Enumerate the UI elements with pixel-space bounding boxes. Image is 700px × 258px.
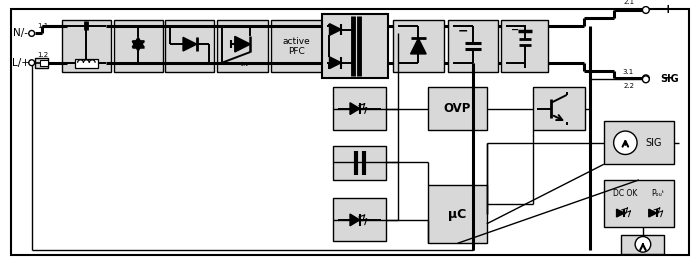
Bar bbox=[271, 20, 322, 72]
Polygon shape bbox=[330, 24, 341, 35]
Polygon shape bbox=[410, 38, 426, 54]
Text: 3.1: 3.1 bbox=[622, 69, 634, 75]
Text: Pₒᵤᵗ: Pₒᵤᵗ bbox=[651, 189, 664, 198]
Bar bbox=[217, 20, 268, 72]
Polygon shape bbox=[234, 36, 251, 52]
Text: μC: μC bbox=[448, 207, 466, 221]
Circle shape bbox=[29, 60, 34, 66]
Bar bbox=[113, 20, 162, 72]
Text: 2.2: 2.2 bbox=[624, 83, 634, 89]
Polygon shape bbox=[350, 214, 360, 226]
Text: 1.2: 1.2 bbox=[38, 52, 49, 58]
Text: active: active bbox=[282, 37, 310, 46]
Text: −: − bbox=[511, 25, 519, 35]
Polygon shape bbox=[132, 37, 144, 47]
Bar bbox=[501, 20, 548, 72]
Text: −: − bbox=[662, 72, 673, 85]
Bar bbox=[333, 87, 386, 130]
Bar bbox=[533, 87, 585, 130]
Circle shape bbox=[29, 30, 34, 36]
Polygon shape bbox=[132, 41, 144, 51]
Polygon shape bbox=[183, 37, 197, 51]
Text: 2.1: 2.1 bbox=[624, 0, 634, 5]
Circle shape bbox=[643, 6, 650, 13]
Text: +: + bbox=[662, 4, 673, 17]
Bar bbox=[447, 20, 498, 72]
Text: −: − bbox=[458, 25, 468, 38]
Polygon shape bbox=[617, 209, 624, 217]
Bar bbox=[428, 185, 486, 243]
Text: ∂N: ∂N bbox=[241, 62, 248, 67]
Bar bbox=[41, 60, 48, 66]
Bar bbox=[34, 58, 48, 68]
Text: SIG: SIG bbox=[645, 138, 662, 148]
Bar bbox=[165, 20, 214, 72]
Polygon shape bbox=[649, 209, 657, 217]
Bar bbox=[393, 20, 444, 72]
Bar bbox=[333, 198, 386, 241]
Circle shape bbox=[614, 131, 637, 155]
Bar bbox=[322, 14, 388, 78]
Text: PFC: PFC bbox=[288, 47, 304, 57]
Bar bbox=[604, 180, 674, 227]
Polygon shape bbox=[330, 57, 341, 69]
Bar bbox=[622, 235, 664, 254]
Bar bbox=[428, 87, 486, 130]
Polygon shape bbox=[350, 103, 360, 115]
Text: N/-: N/- bbox=[13, 28, 29, 38]
Text: DC OK: DC OK bbox=[613, 189, 638, 198]
Bar bbox=[62, 20, 111, 72]
Text: 1.1: 1.1 bbox=[38, 23, 49, 29]
Bar bbox=[333, 146, 386, 180]
Circle shape bbox=[643, 75, 650, 82]
Text: SIG: SIG bbox=[661, 74, 679, 84]
Text: L/+: L/+ bbox=[12, 58, 30, 68]
Bar bbox=[604, 121, 674, 164]
Text: OVP: OVP bbox=[444, 102, 471, 115]
Circle shape bbox=[635, 237, 651, 252]
Circle shape bbox=[643, 76, 650, 83]
Bar bbox=[75, 59, 98, 68]
